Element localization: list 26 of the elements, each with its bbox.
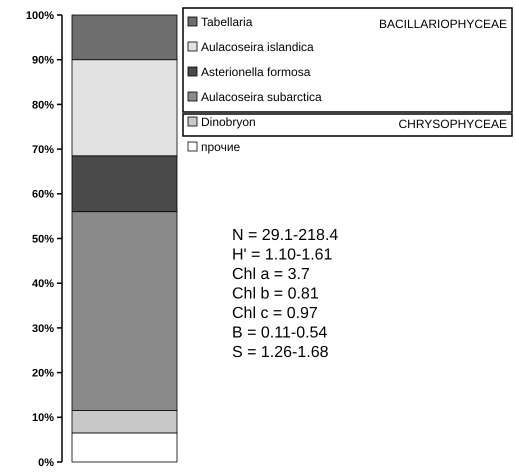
y-tick-label: 40% (32, 278, 54, 290)
legend-label: Asterionella formosa (201, 65, 311, 80)
y-tick-label: 60% (32, 188, 54, 201)
text: CHRYSOPHYCEAE (398, 117, 507, 132)
text: Chl c = 0.97 (232, 305, 318, 322)
y-tick-label: 20% (32, 367, 54, 380)
y-tick-label: 100% (26, 10, 54, 22)
y-tick-label: 10% (32, 412, 54, 424)
text: S = 1.26-1.68 (232, 344, 329, 361)
y-tick-label: 70% (32, 144, 54, 156)
legend-label: Aulacoseira islandica (201, 40, 314, 54)
text: N = 29.1-218.4 (232, 227, 338, 244)
y-tick-label: 50% (32, 233, 54, 246)
y-tick-label: 80% (32, 99, 54, 112)
text: Chl b = 0.81 (232, 286, 319, 302)
y-tick-label: 30% (32, 322, 54, 335)
y-tick-label: 0% (38, 456, 54, 469)
legend-label: Dinobryon (201, 115, 256, 130)
text: H' = 1.10-1.61 (232, 246, 333, 264)
text: B = 0.11-0.54 (232, 324, 328, 342)
legend-label: Aulacoseira subarctica (201, 90, 322, 104)
text: Chl a = 3.7 (232, 266, 310, 283)
legend-label: Tabellaria (201, 15, 253, 30)
y-tick-label: 90% (32, 54, 54, 67)
text: BACILLARIOPHYCEAE (378, 17, 507, 32)
legend-label: прочие (201, 140, 241, 154)
